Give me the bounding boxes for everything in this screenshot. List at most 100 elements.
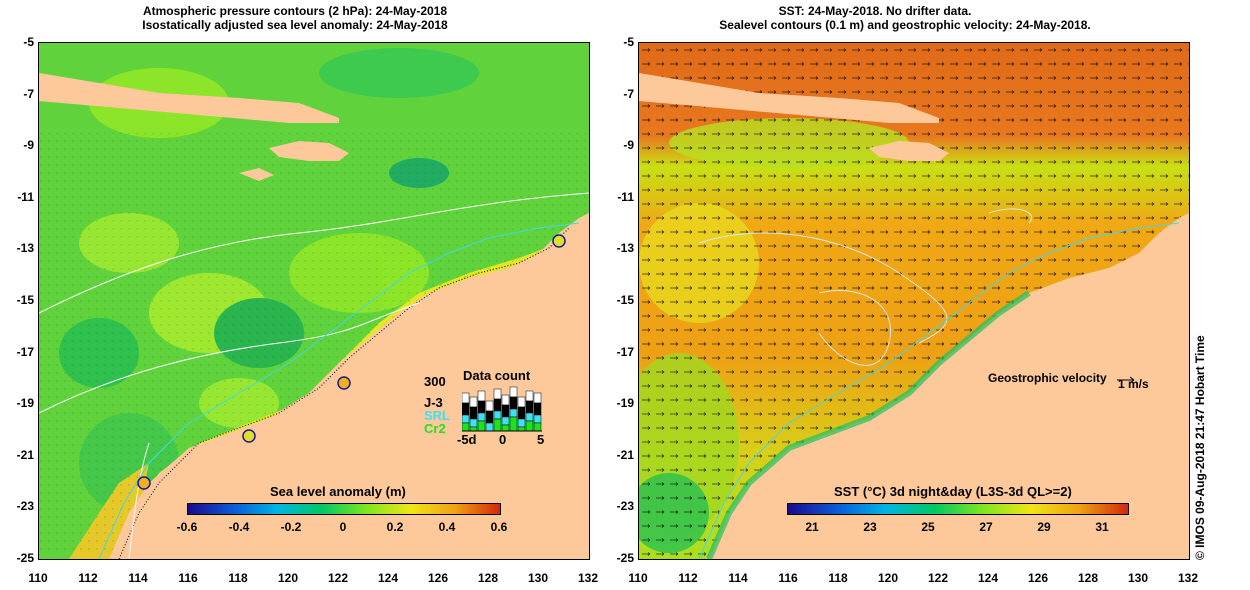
data-count-bar-cr2 xyxy=(533,422,542,432)
coastal-cool-water xyxy=(706,290,1031,559)
timor-island-sst xyxy=(869,141,949,161)
x-tick-label: 130 xyxy=(527,571,549,585)
right-title-line1: SST: 24-May-2018. No drifter data. xyxy=(778,4,972,18)
colorbar-tick-label: -0.2 xyxy=(280,520,302,534)
data-count-max: 300 xyxy=(424,374,446,389)
x-tick-label: 112 xyxy=(678,571,698,585)
credit-text: © IMOS 09-Aug-2018 21:47 Hobart Time xyxy=(1193,335,1207,560)
sealevel-contour-3 xyxy=(988,208,1032,224)
data-count-bar-srl xyxy=(509,408,518,418)
data-count-bar-j3 xyxy=(485,410,494,424)
y-tick-label: -19 xyxy=(16,396,34,411)
data-count-bar-empty xyxy=(525,390,534,402)
java-nusa-tenggara-islands xyxy=(39,73,339,123)
australia-land-sst xyxy=(709,213,1189,559)
data-count-bar-empty xyxy=(501,394,510,406)
y-tick-label: -5 xyxy=(23,35,34,49)
pressure-contour-3 xyxy=(128,442,150,559)
left-title-line1: Atmospheric pressure contours (2 hPa): 2… xyxy=(142,4,448,18)
x-tick-label: 110 xyxy=(628,571,648,585)
data-count-bar-srl xyxy=(525,412,534,422)
x-tick-label: 128 xyxy=(477,571,499,585)
bathymetry-contour-sst xyxy=(698,222,1180,559)
data-count-bar-cr2 xyxy=(477,420,486,432)
data-count-bar-srl xyxy=(533,414,542,424)
left-colorbar-title: Sea level anomaly (m) xyxy=(270,484,406,499)
x-tick-label: 110 xyxy=(28,571,48,585)
y-tick-label: -15 xyxy=(616,293,634,307)
data-count-bar-empty xyxy=(533,392,542,404)
velocity-legend-label: Geostrophic velocity xyxy=(988,371,1107,385)
x-tick-label: 118 xyxy=(228,571,248,585)
pressure-contour-1 xyxy=(39,192,589,314)
left-title-line2: Isostatically adjusted sea level anomaly… xyxy=(142,18,448,32)
x-tick-label: 112 xyxy=(78,571,98,585)
right-title-line2: Sealevel contours (0.1 m) and geostrophi… xyxy=(719,18,1091,32)
x-tick-label: 124 xyxy=(377,571,399,585)
y-tick-label: -21 xyxy=(616,447,634,462)
tide-gauge-exmouth xyxy=(137,476,151,490)
x-tick-label: 124 xyxy=(977,571,999,585)
colorbar-tick-label: 0 xyxy=(339,520,347,534)
data-count-bar-j3 xyxy=(462,402,470,416)
y-tick-label: -23 xyxy=(16,499,34,514)
right-map-sst xyxy=(638,42,1190,560)
left-colorbar xyxy=(187,503,501,515)
data-count-bar-cr2 xyxy=(462,422,470,432)
bathymetry-contour xyxy=(98,222,580,559)
x-tick-label: 122 xyxy=(927,571,949,585)
colorbar-tick-label: 23 xyxy=(863,520,877,534)
x-tick-label: 126 xyxy=(1027,571,1049,585)
data-count-bar-j3 xyxy=(469,406,478,420)
data-count-bar-empty xyxy=(462,392,470,404)
y-tick-label: -11 xyxy=(617,189,634,204)
y-tick-label: -25 xyxy=(616,551,634,565)
y-tick-label: -7 xyxy=(23,86,34,101)
y-tick-label: -21 xyxy=(16,447,34,462)
y-tick-label: -11 xyxy=(17,189,34,204)
y-tick-label: -25 xyxy=(16,551,34,565)
colorbar-tick-label: 27 xyxy=(979,520,993,534)
java-nusa-tenggara-islands-sst xyxy=(639,73,939,123)
sealevel-contour-2 xyxy=(818,289,891,366)
data-count-bar-j3 xyxy=(533,402,542,416)
x-tick-label: 114 xyxy=(128,571,148,585)
sealevel-contour-1 xyxy=(698,232,948,344)
data-count-bar-empty xyxy=(509,386,518,398)
y-tick-label: -5 xyxy=(623,35,634,49)
tide-gauge-port-hedland xyxy=(242,429,256,443)
sumba-island xyxy=(239,168,274,181)
data-count-bar-empty xyxy=(485,400,494,412)
y-tick-label: -9 xyxy=(23,138,34,153)
colorbar-tick-label: -0.4 xyxy=(228,520,250,534)
data-count-bar-srl xyxy=(469,418,478,428)
data-count-bars xyxy=(462,382,542,432)
data-count-bar-cr2 xyxy=(509,416,518,432)
colorbar-tick-label: -0.6 xyxy=(176,520,198,534)
data-count-title: Data count xyxy=(463,368,531,383)
tide-gauge-broome xyxy=(337,376,351,390)
velocity-legend-unit: 1 m/s xyxy=(1118,377,1149,391)
y-tick-label: -13 xyxy=(616,241,634,256)
data-count-x-left: -5d xyxy=(457,432,477,447)
y-tick-label: -17 xyxy=(616,344,634,359)
y-tick-label: -23 xyxy=(616,499,634,514)
colorbar-tick-label: 0.2 xyxy=(386,520,404,534)
x-tick-label: 120 xyxy=(877,571,899,585)
data-count-bar-cr2 xyxy=(501,424,510,432)
data-count-bar-srl xyxy=(462,414,470,424)
data-count-bar-srl xyxy=(477,412,486,422)
y-tick-label: -13 xyxy=(16,241,34,256)
data-count-bar-j3 xyxy=(509,396,518,410)
data-count-bar-srl xyxy=(485,422,494,432)
colorbar-tick-label: 25 xyxy=(921,520,935,534)
data-count-bar-j3 xyxy=(517,406,526,420)
data-count-bar-cr2 xyxy=(493,418,502,432)
timor-island xyxy=(269,141,349,161)
x-tick-label: 128 xyxy=(1077,571,1099,585)
x-tick-label: 120 xyxy=(277,571,299,585)
x-tick-label: 132 xyxy=(1177,571,1199,585)
data-count-bar-empty xyxy=(493,388,502,400)
data-count-series-j3: J-3 xyxy=(424,395,443,410)
colorbar-tick-label: 29 xyxy=(1037,520,1051,534)
